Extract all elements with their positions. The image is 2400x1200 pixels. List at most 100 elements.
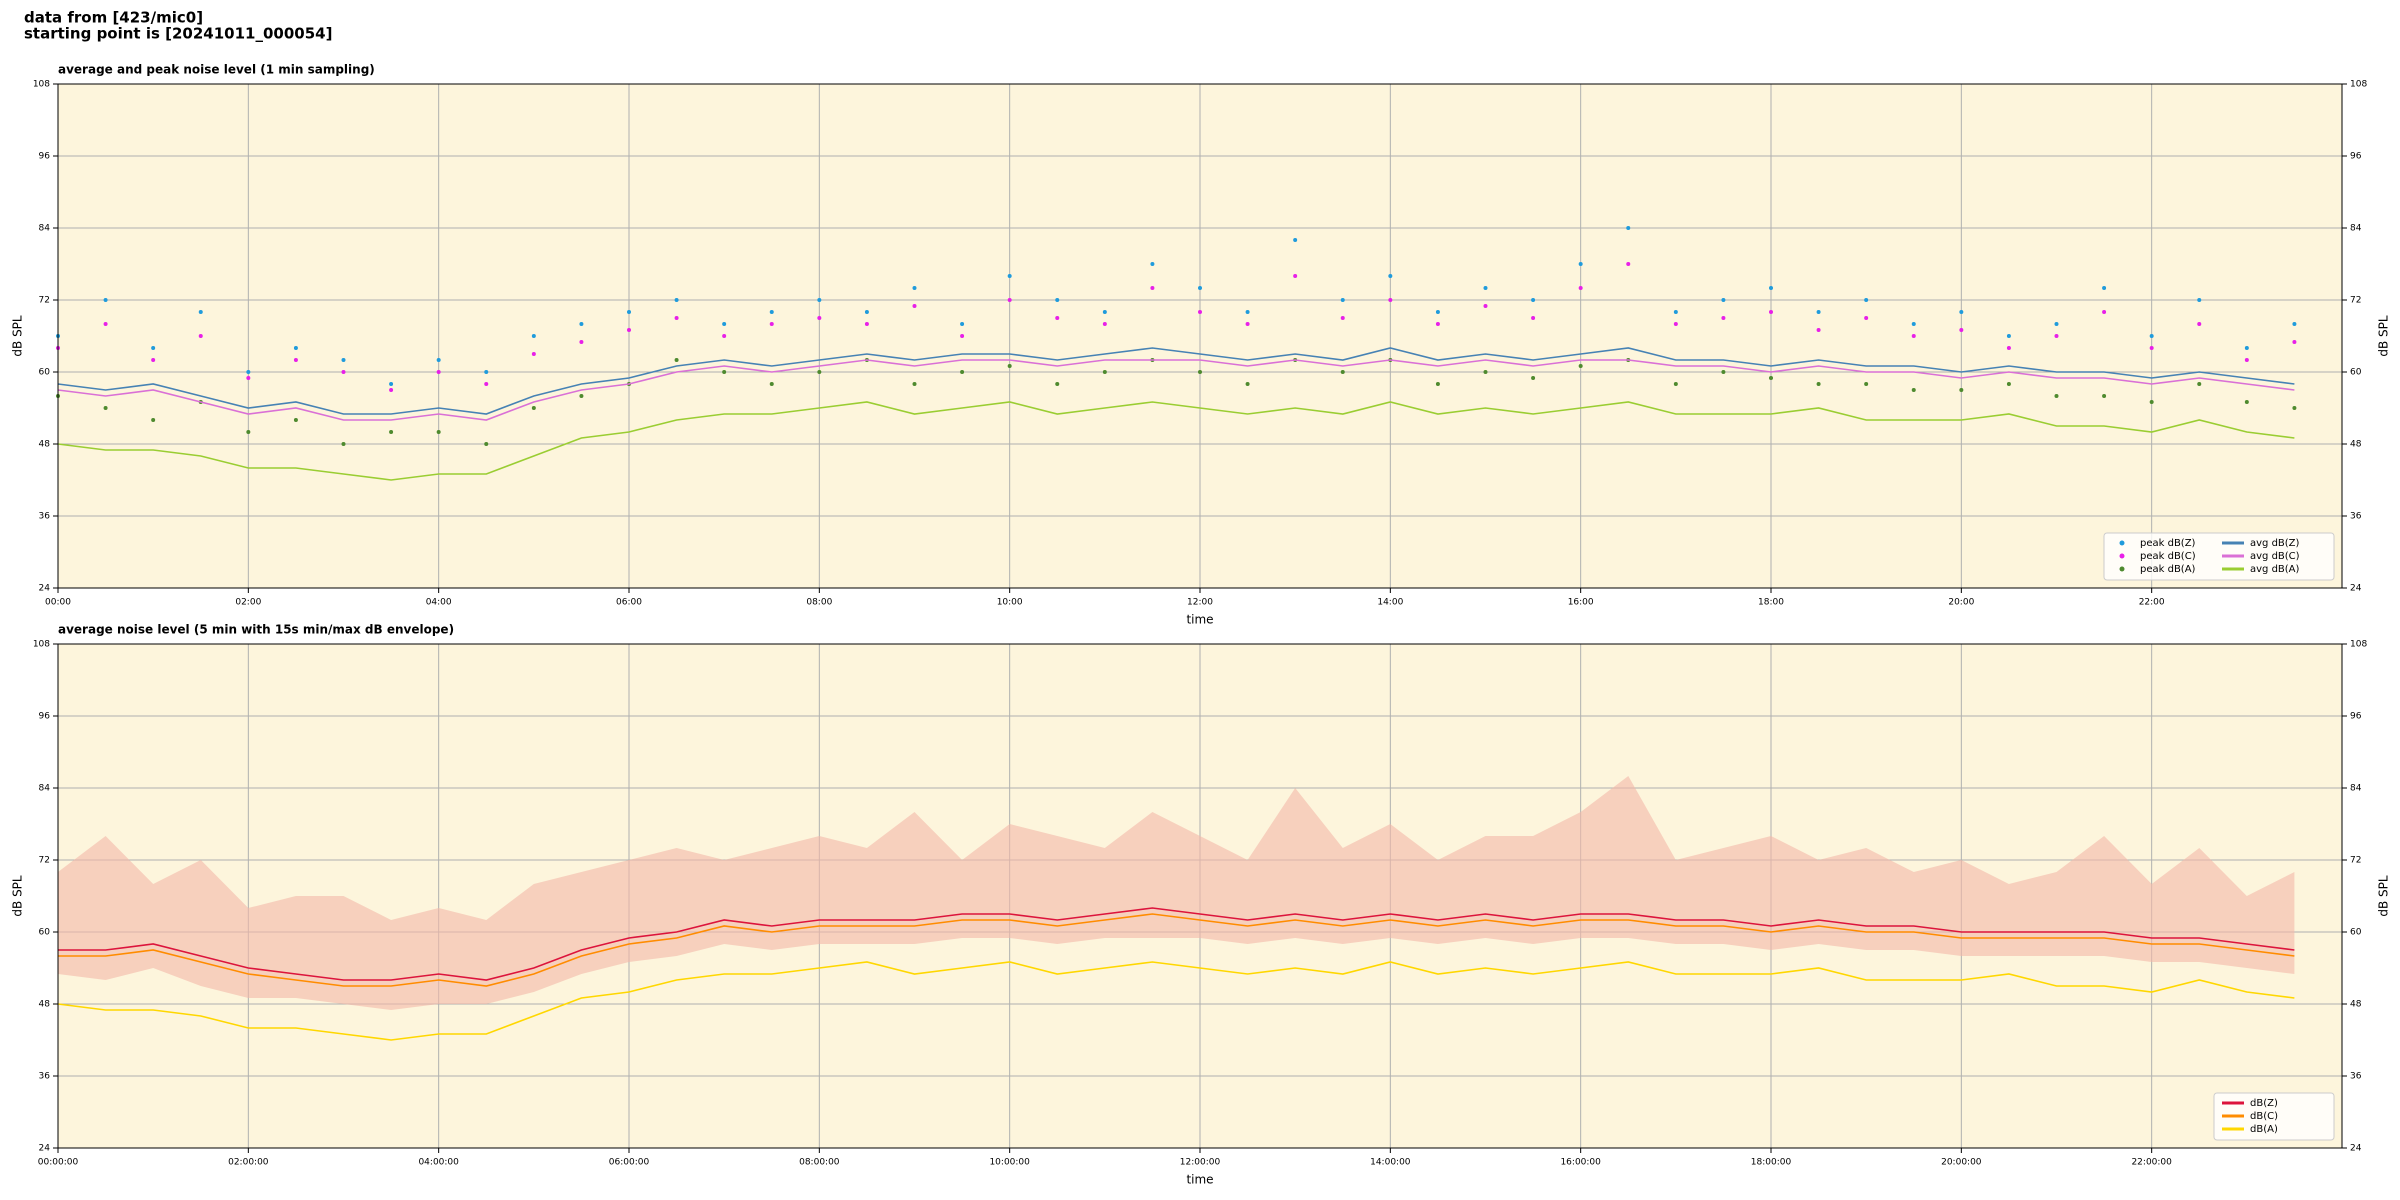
y-tick-label: 96	[39, 712, 51, 722]
peak-point	[1721, 370, 1726, 374]
peak-point	[1959, 310, 1964, 314]
y-tick-label: 36	[39, 512, 51, 522]
peak-point	[1007, 298, 1012, 302]
plot-frame	[57, 643, 2343, 1149]
y-axis-label: dB SPL	[2377, 315, 2391, 357]
peak-point	[1293, 274, 1298, 278]
peak-point	[484, 442, 489, 446]
peak-point	[960, 334, 965, 338]
peak-point	[531, 352, 536, 356]
legend-label: avg dB(A)	[2250, 564, 2300, 575]
x-tick-label: 00:00:00	[38, 1158, 79, 1168]
x-tick-label: 22:00:00	[2131, 1158, 2172, 1168]
peak-point	[1769, 376, 1773, 380]
peak-point	[1388, 298, 1393, 302]
x-tick-label: 16:00:00	[1560, 1158, 1601, 1168]
y-tick-label: 48	[2350, 440, 2362, 450]
peak-point	[1816, 382, 1821, 386]
x-tick-label: 02:00	[235, 598, 261, 608]
legend-label: peak dB(Z)	[2140, 538, 2196, 549]
x-axis-label: time	[1186, 613, 1213, 627]
y-tick-label: 60	[39, 928, 51, 938]
header-line: starting point is [20241011_000054]	[24, 25, 332, 43]
y-tick-label: 84	[39, 224, 51, 234]
peak-point	[1198, 370, 1202, 374]
peak-point	[1483, 304, 1488, 308]
peak-point	[389, 382, 394, 386]
peak-point	[2149, 334, 2154, 338]
y-tick-label: 96	[39, 152, 51, 162]
peak-point	[1959, 328, 1964, 332]
peak-point	[341, 358, 346, 362]
peak-point	[1007, 274, 1012, 278]
legend-label: dB(C)	[2250, 1111, 2278, 1122]
peak-point	[246, 430, 251, 434]
peak-point	[293, 346, 298, 350]
y-tick-label: 96	[2350, 152, 2362, 162]
peak-point	[2149, 400, 2154, 404]
peak-point	[1435, 382, 1440, 386]
peak-point	[1721, 316, 1726, 320]
peak-point	[1198, 310, 1202, 314]
peak-point	[151, 418, 156, 422]
peak-point	[1864, 298, 1869, 302]
peak-point	[151, 358, 156, 362]
x-tick-label: 14:00:00	[1370, 1158, 1411, 1168]
peak-point	[2006, 334, 2011, 338]
peak-point	[103, 298, 108, 302]
y-axis-label: dB SPL	[11, 875, 25, 917]
x-tick-label: 08:00	[806, 598, 832, 608]
legend-box	[2103, 532, 2335, 581]
x-tick-label: 10:00	[997, 598, 1023, 608]
peak-point	[1578, 262, 1583, 266]
y-tick-label: 24	[39, 584, 51, 594]
x-tick-label: 06:00	[616, 598, 642, 608]
peak-point	[1721, 298, 1726, 302]
peak-point	[1150, 286, 1155, 290]
peak-point	[1150, 262, 1155, 266]
peak-point	[1578, 364, 1583, 368]
peak-point	[1769, 310, 1773, 314]
peak-point	[341, 442, 346, 446]
peak-point	[769, 382, 774, 386]
peak-point	[2102, 394, 2107, 398]
x-tick-label: 14:00	[1377, 598, 1403, 608]
series-line	[57, 347, 2295, 415]
peak-point	[198, 334, 203, 338]
legend-label: avg dB(C)	[2250, 551, 2300, 562]
peak-point	[769, 322, 774, 326]
peak-point	[722, 334, 727, 338]
peak-point	[1388, 274, 1393, 278]
peak-point	[1673, 322, 1678, 326]
series-line	[57, 961, 2295, 1041]
peak-point	[579, 394, 584, 398]
peak-point	[1816, 328, 1821, 332]
y-tick-label: 84	[39, 784, 51, 794]
peak-point	[2292, 322, 2297, 326]
peak-point	[1864, 316, 1869, 320]
y-tick-label: 72	[39, 856, 50, 866]
peak-point	[627, 310, 631, 314]
peak-point	[1435, 310, 1440, 314]
peak-point	[151, 346, 156, 350]
peak-point	[484, 382, 489, 386]
peak-point	[246, 370, 251, 374]
peak-point	[912, 382, 917, 386]
peak-point	[103, 406, 108, 410]
legend-label: peak dB(A)	[2140, 564, 2196, 575]
peak-point	[1578, 286, 1583, 290]
peak-point	[722, 322, 727, 326]
peak-point	[2292, 340, 2297, 344]
y-tick-label: 24	[2350, 584, 2362, 594]
peak-point	[864, 322, 869, 326]
peak-point	[1055, 382, 1060, 386]
y-tick-label: 48	[39, 1000, 51, 1010]
peak-point	[1340, 316, 1345, 320]
peak-point	[722, 370, 727, 374]
peak-point	[912, 286, 917, 290]
peak-point	[817, 370, 822, 374]
peak-point	[674, 316, 679, 320]
chart-title: average noise level (5 min with 15s min/…	[58, 623, 454, 637]
peak-point	[1864, 382, 1869, 386]
x-axis-label: time	[1186, 1173, 1213, 1187]
